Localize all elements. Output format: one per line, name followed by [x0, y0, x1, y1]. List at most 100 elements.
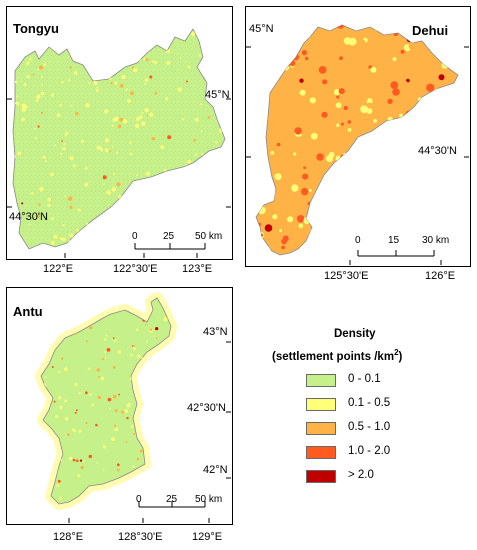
tongyuDots-dot: [21, 107, 27, 112]
dehuiDots-dot: [418, 172, 426, 180]
antuDots-dot: [103, 338, 107, 341]
dehuiDots-dot: [420, 171, 423, 175]
tongyuDots-dot: [62, 223, 65, 227]
tongyuDots-dot: [70, 35, 74, 39]
tongyuDots-dot: [113, 29, 118, 32]
tongyuDots-dot: [76, 228, 80, 232]
dehuiDots-dot: [406, 208, 415, 217]
antuDots-dot: [58, 318, 61, 321]
antuDots-dot: [102, 357, 105, 361]
tongyuDots-dot: [141, 112, 144, 115]
dehuiDots-dot: [410, 55, 414, 60]
dehuiDots-dot: [342, 156, 349, 164]
tongyuDots-dot: [34, 127, 36, 130]
dehuiDots-dot: [352, 194, 360, 201]
dehuiDots-dot: [277, 121, 283, 126]
map-panel-antu: Antu 43°N 42°30'N 42°N 0 25 50 km: [6, 287, 233, 525]
dehuiDots-dot: [324, 43, 333, 52]
dehuiDots-dot: [417, 97, 422, 101]
antuDots-dot: [85, 391, 88, 395]
tongyuDots-dot: [100, 51, 104, 55]
tongyuDots-dot: [166, 61, 171, 65]
tongyuDots-dot: [201, 153, 204, 156]
dehuiDots-dot: [354, 178, 363, 187]
antuDots-dot: [124, 409, 128, 413]
antuDots-dot: [112, 365, 116, 369]
tongyuDots-dot: [40, 76, 43, 78]
antuDots-dot: [109, 407, 111, 410]
antuDots-dot: [95, 423, 98, 427]
dehuiDots-dot: [309, 97, 316, 104]
antuDots-dot: [113, 424, 117, 428]
tongyuDots-dot: [182, 118, 185, 121]
antuDots-dot: [105, 334, 108, 337]
tongyuDots-dot: [200, 130, 203, 133]
antuDots-dot: [103, 350, 107, 353]
dehuiDots-dot: [378, 229, 386, 238]
dehuiDots-dot: [420, 133, 426, 139]
dehuiDots-dot: [321, 213, 329, 221]
antuDots-dot: [64, 399, 67, 403]
antuDots-dot: [116, 468, 120, 472]
dehuiDots-dot: [449, 187, 456, 193]
dehuiDots-dot: [409, 247, 418, 255]
antu-lat-label-43n: 43°N: [203, 326, 228, 338]
dehuiDots-dot: [413, 106, 418, 111]
dehuiDots-dot: [323, 201, 328, 205]
tongyuDots-dot: [17, 151, 21, 156]
tongyuDots-dot: [104, 213, 108, 217]
dehuiDots-dot: [433, 112, 440, 119]
dehuiDots-dot: [300, 130, 307, 136]
dehuiDots-dot: [390, 222, 398, 229]
tongyu-scale-0: 0: [132, 231, 138, 242]
tongyuDots-dot: [95, 89, 99, 92]
dehuiDots-dot: [432, 40, 437, 45]
tongyu-scale-50: 50 km: [195, 231, 223, 242]
dehuiDots-dot: [444, 207, 453, 217]
tongyuDots-dot: [204, 194, 207, 197]
tongyuDots-dot: [193, 138, 197, 142]
antuDots-dot: [114, 427, 118, 432]
tongyuDots-dot: [203, 204, 207, 208]
antuDots-dot: [163, 350, 167, 354]
dehuiDots-dot: [449, 245, 457, 252]
dehuiDots-dot: [372, 227, 376, 231]
dehuiDots-dot: [257, 206, 266, 215]
dehuiDots-dot: [345, 204, 351, 210]
dehuiDots-dot: [320, 213, 325, 217]
dehuiDots-dot: [429, 206, 437, 214]
antuDots-dot: [82, 460, 85, 463]
antuDots-dot: [58, 396, 62, 400]
tongyuDots-dot: [151, 137, 155, 141]
tongyuDots-dot: [150, 29, 153, 30]
tongyuDots-dot: [161, 211, 164, 214]
dehuiDots-dot: [311, 165, 318, 172]
tongyuDots-dot: [77, 208, 81, 212]
antuDots-dot: [71, 306, 75, 311]
dehuiDots-dot: [412, 130, 420, 137]
antuDots-dot: [116, 463, 120, 467]
tongyuDots-dot: [36, 94, 41, 99]
antu-lon-label-128e: 128°E: [53, 531, 84, 543]
tongyuDots-dot: [129, 141, 132, 144]
dehuiDots-dot: [410, 77, 415, 82]
tongyuDots-dot: [117, 124, 122, 129]
dehuiDots-dot: [392, 57, 397, 62]
antuDots-dot: [53, 400, 56, 403]
tongyuDots-dot: [216, 163, 220, 168]
tongyuDots-dot: [125, 88, 128, 91]
dehuiDots-dot: [337, 221, 343, 227]
tongyuDots-dot: [62, 147, 66, 151]
tongyuDots-dot: [103, 183, 105, 185]
antuDots-dot: [163, 317, 168, 322]
legend-swatch-0: [306, 374, 336, 387]
tongyuDots-dot: [31, 192, 34, 195]
tongyuDots-dot: [75, 111, 79, 116]
antuDots-dot: [78, 429, 82, 433]
dehuiDots-dot: [413, 228, 422, 237]
dehuiDots-dot: [441, 53, 449, 61]
antuDots-dot: [136, 328, 139, 331]
tongyuDots-dot: [179, 31, 182, 34]
dehuiDots-dot: [332, 168, 337, 173]
dehuiDots-dot: [256, 192, 263, 199]
